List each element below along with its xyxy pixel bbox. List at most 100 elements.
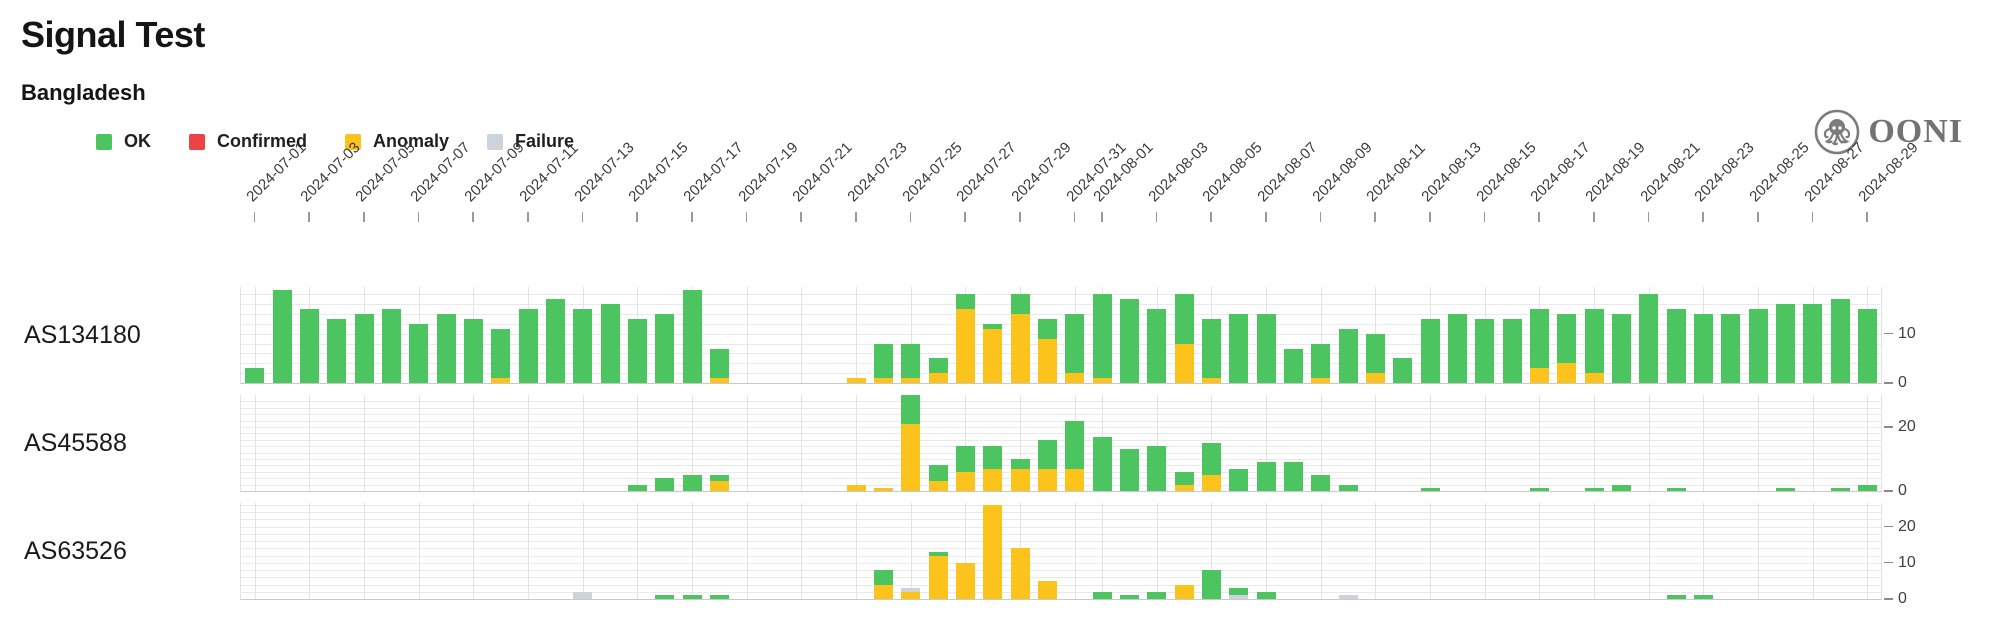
bar[interactable] xyxy=(709,475,729,491)
bar[interactable] xyxy=(1584,309,1604,383)
bar[interactable] xyxy=(846,378,866,383)
bar[interactable] xyxy=(545,299,565,383)
bar[interactable] xyxy=(1037,319,1057,383)
bar[interactable] xyxy=(873,343,893,383)
bar[interactable] xyxy=(928,358,948,383)
bar[interactable] xyxy=(1447,314,1467,383)
bar[interactable] xyxy=(1010,294,1030,383)
bar[interactable] xyxy=(1229,468,1249,491)
bar[interactable] xyxy=(1338,595,1358,599)
bar[interactable] xyxy=(1229,588,1249,599)
bar[interactable] xyxy=(627,319,647,383)
bar[interactable] xyxy=(846,484,866,491)
bar[interactable] xyxy=(1775,304,1795,383)
bar[interactable] xyxy=(1201,319,1221,383)
bar[interactable] xyxy=(381,309,401,383)
bar[interactable] xyxy=(901,588,921,599)
bar[interactable] xyxy=(1748,309,1768,383)
bar[interactable] xyxy=(1119,449,1139,491)
bar[interactable] xyxy=(1475,319,1495,383)
bar[interactable] xyxy=(299,309,319,383)
bar[interactable] xyxy=(1065,314,1085,383)
bar[interactable] xyxy=(1529,487,1549,491)
bar[interactable] xyxy=(1201,570,1221,599)
bar[interactable] xyxy=(573,309,593,383)
bar[interactable] xyxy=(1611,314,1631,383)
bar[interactable] xyxy=(682,289,702,383)
bar[interactable] xyxy=(600,304,620,383)
bar[interactable] xyxy=(1174,471,1194,491)
bar[interactable] xyxy=(1557,314,1577,383)
bar[interactable] xyxy=(1803,304,1823,383)
bar[interactable] xyxy=(955,294,975,383)
bar[interactable] xyxy=(1092,294,1112,383)
bar[interactable] xyxy=(518,309,538,383)
bar[interactable] xyxy=(1666,487,1686,491)
bar[interactable] xyxy=(1365,333,1385,383)
bar[interactable] xyxy=(655,595,675,599)
bar[interactable] xyxy=(1639,294,1659,383)
bar[interactable] xyxy=(1857,484,1877,491)
bar[interactable] xyxy=(1338,328,1358,383)
bar[interactable] xyxy=(1201,443,1221,491)
bar[interactable] xyxy=(245,368,265,383)
bar[interactable] xyxy=(928,465,948,491)
bar[interactable] xyxy=(1338,484,1358,491)
bar[interactable] xyxy=(682,475,702,491)
bar[interactable] xyxy=(1092,436,1112,491)
bar[interactable] xyxy=(1256,462,1276,491)
bar[interactable] xyxy=(436,314,456,383)
bar[interactable] xyxy=(1256,591,1276,599)
bar[interactable] xyxy=(901,343,921,383)
bar[interactable] xyxy=(354,314,374,383)
bar[interactable] xyxy=(1092,591,1112,599)
bar[interactable] xyxy=(955,562,975,599)
bar[interactable] xyxy=(983,323,1003,383)
bar[interactable] xyxy=(1393,358,1413,383)
bar[interactable] xyxy=(1311,475,1331,491)
bar[interactable] xyxy=(1857,309,1877,383)
bar[interactable] xyxy=(463,319,483,383)
bar[interactable] xyxy=(1174,584,1194,599)
bar[interactable] xyxy=(1147,591,1167,599)
bar[interactable] xyxy=(1666,309,1686,383)
bar[interactable] xyxy=(655,314,675,383)
bar[interactable] xyxy=(491,328,511,383)
bar[interactable] xyxy=(1584,487,1604,491)
bar[interactable] xyxy=(928,551,948,599)
bar[interactable] xyxy=(1830,299,1850,383)
bar[interactable] xyxy=(1693,595,1713,599)
bar[interactable] xyxy=(709,348,729,383)
bar[interactable] xyxy=(573,591,593,599)
bar[interactable] xyxy=(1420,319,1440,383)
bar[interactable] xyxy=(983,446,1003,491)
bar[interactable] xyxy=(1611,484,1631,491)
bar[interactable] xyxy=(1775,487,1795,491)
bar[interactable] xyxy=(1256,314,1276,383)
bar[interactable] xyxy=(627,484,647,491)
bar[interactable] xyxy=(1174,294,1194,383)
bar[interactable] xyxy=(1119,595,1139,599)
bar[interactable] xyxy=(1147,309,1167,383)
bar[interactable] xyxy=(1666,595,1686,599)
bar[interactable] xyxy=(1229,314,1249,383)
bar[interactable] xyxy=(1830,487,1850,491)
bar[interactable] xyxy=(1311,343,1331,383)
bar[interactable] xyxy=(709,595,729,599)
bar[interactable] xyxy=(1420,487,1440,491)
bar[interactable] xyxy=(1010,548,1030,599)
bar[interactable] xyxy=(682,595,702,599)
bar[interactable] xyxy=(1529,309,1549,383)
bar[interactable] xyxy=(1010,459,1030,491)
bar[interactable] xyxy=(272,289,292,383)
bar[interactable] xyxy=(873,570,893,599)
bar[interactable] xyxy=(655,478,675,491)
bar[interactable] xyxy=(983,504,1003,599)
bar[interactable] xyxy=(955,446,975,491)
bar[interactable] xyxy=(1693,314,1713,383)
bar[interactable] xyxy=(327,319,347,383)
bar[interactable] xyxy=(1147,446,1167,491)
bar[interactable] xyxy=(1502,319,1522,383)
bar[interactable] xyxy=(1283,462,1303,491)
bar[interactable] xyxy=(409,323,429,383)
